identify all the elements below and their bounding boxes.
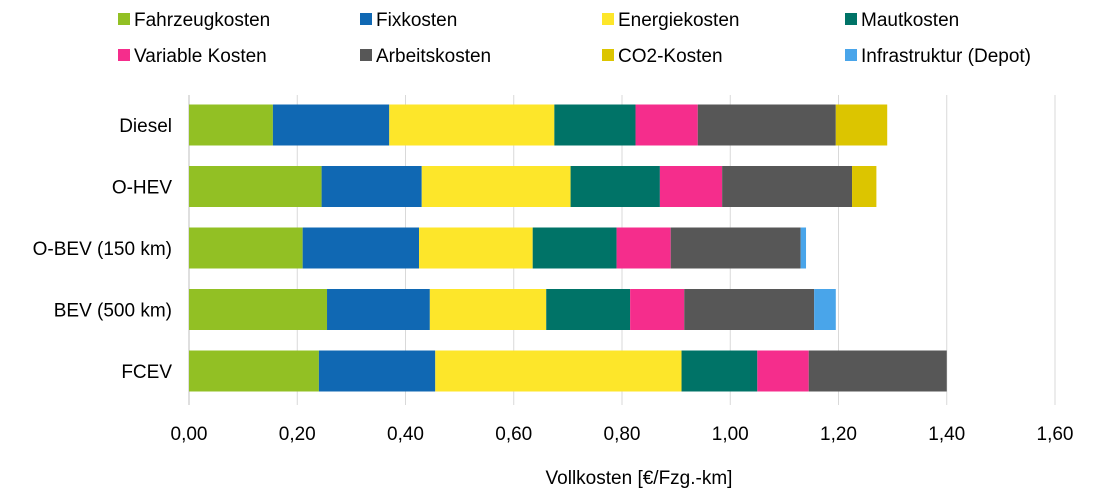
bar-row xyxy=(189,166,877,207)
bar-row xyxy=(189,227,807,269)
bar-segment xyxy=(189,166,322,207)
bar-segment xyxy=(570,166,660,207)
legend-swatch xyxy=(118,49,130,61)
bar-segment xyxy=(808,350,947,392)
legend-item: Mautkosten xyxy=(845,10,959,31)
tick-labels: 0,00 0,20 0,40 0,60 0,80 1,00 1,20 1,40 1,60 xyxy=(171,424,1074,445)
bar-segment xyxy=(421,166,571,207)
x-tick-label: 1,40 xyxy=(928,424,965,445)
legend-swatch xyxy=(360,13,372,25)
bar-segment xyxy=(800,227,807,269)
legend-swatch xyxy=(602,49,614,61)
bar-segment xyxy=(684,289,815,330)
bar-segment xyxy=(327,289,430,330)
bar-segment xyxy=(616,227,671,269)
category-label: Diesel xyxy=(119,116,172,137)
bar-segment xyxy=(189,350,319,392)
category-label: O-BEV (150 km) xyxy=(33,239,172,260)
bar-segment xyxy=(189,289,328,330)
bar-segment xyxy=(697,104,836,146)
legend-item: Fahrzeugkosten xyxy=(118,10,270,31)
legend-label: Variable Kosten xyxy=(134,46,267,67)
legend-item: Energiekosten xyxy=(602,10,739,31)
x-tick-label: 0,80 xyxy=(604,424,641,445)
bar-segment xyxy=(852,166,877,207)
bar-segment xyxy=(722,166,853,207)
bar-segment xyxy=(835,104,888,146)
legend-item: Fixkosten xyxy=(360,10,457,31)
bar-segment xyxy=(554,104,636,146)
legend-label: Fixkosten xyxy=(376,10,457,31)
bar-segment xyxy=(435,350,682,392)
legend-swatch xyxy=(845,13,857,25)
bar-row xyxy=(189,104,888,146)
x-tick-label: 1,20 xyxy=(820,424,857,445)
bar-segment xyxy=(189,104,273,146)
bar-segment xyxy=(659,166,723,207)
bar-segment xyxy=(318,350,436,392)
legend-swatch xyxy=(602,13,614,25)
bar-segment xyxy=(429,289,547,330)
bar-segment xyxy=(389,104,555,146)
legend: Fahrzeugkosten Fixkosten Energiekosten Maut… xyxy=(118,10,1031,67)
legend-item: CO2-Kosten xyxy=(602,46,723,67)
bars xyxy=(189,104,947,392)
legend-label: Arbeitskosten xyxy=(376,46,491,67)
bar-segment xyxy=(670,227,801,269)
legend-label: Energiekosten xyxy=(618,10,739,31)
bar-segment xyxy=(189,227,303,269)
legend-swatch xyxy=(845,49,857,61)
bar-segment xyxy=(681,350,758,392)
x-tick-label: 0,20 xyxy=(279,424,316,445)
x-axis-title: Vollkosten [€/Fzg.-km] xyxy=(546,468,733,489)
legend-label: CO2-Kosten xyxy=(618,46,723,67)
legend-item: Variable Kosten xyxy=(118,46,267,67)
bar-segment xyxy=(757,350,809,392)
x-tick-label: 1,00 xyxy=(712,424,749,445)
legend-item: Arbeitskosten xyxy=(360,46,491,67)
x-tick-label: 0,40 xyxy=(387,424,424,445)
x-tick-label: 0,00 xyxy=(171,424,208,445)
bar-row xyxy=(189,289,836,330)
bar-segment xyxy=(419,227,533,269)
bar-segment xyxy=(302,227,420,269)
legend-swatch xyxy=(360,49,372,61)
category-label: O-HEV xyxy=(112,178,173,199)
category-label: BEV (500 km) xyxy=(54,301,172,322)
bar-segment xyxy=(630,289,685,330)
legend-swatch xyxy=(118,13,130,25)
x-tick-label: 0,60 xyxy=(495,424,532,445)
category-labels: Diesel O-HEV O-BEV (150 km) BEV (500 km) FCE… xyxy=(33,116,173,383)
legend-label: Infrastruktur (Depot) xyxy=(861,46,1031,67)
bar-segment xyxy=(814,289,836,330)
legend-label: Fahrzeugkosten xyxy=(134,10,270,31)
bar-segment xyxy=(321,166,422,207)
category-label: FCEV xyxy=(121,362,172,383)
bar-segment xyxy=(272,104,390,146)
bar-segment xyxy=(532,227,617,269)
legend-item: Infrastruktur (Depot) xyxy=(845,46,1031,67)
bar-segment xyxy=(635,104,698,146)
legend-label: Mautkosten xyxy=(861,10,959,31)
x-tick-label: 1,60 xyxy=(1037,424,1074,445)
bar-segment xyxy=(546,289,631,330)
bar-row xyxy=(189,350,947,392)
